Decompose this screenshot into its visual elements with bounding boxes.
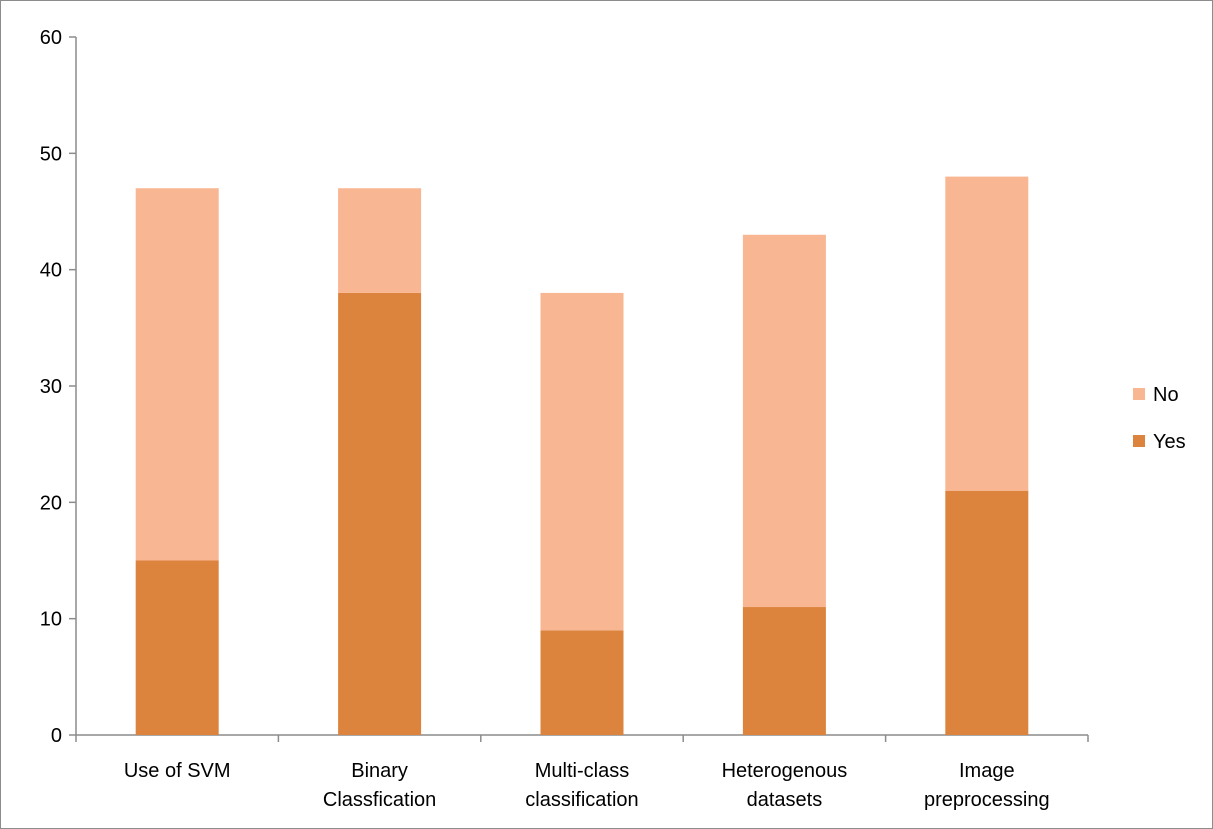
bar-yes-4 (945, 490, 1029, 735)
x-category-label: Binary (351, 760, 408, 782)
y-tick-label: 50 (40, 143, 62, 165)
bar-yes-0 (135, 560, 219, 735)
legend-swatch-yes (1133, 435, 1145, 447)
y-tick-label: 40 (40, 260, 62, 282)
bar-no-2 (540, 292, 624, 631)
y-axis: 0 10 20 30 40 50 60 (40, 27, 77, 747)
x-category-label: Use of SVM (124, 760, 231, 782)
y-tick-label: 60 (40, 27, 62, 49)
y-tick-label: 0 (51, 725, 62, 747)
y-tick-label: 20 (40, 492, 62, 514)
y-tick-label: 30 (40, 376, 62, 398)
legend-swatch-no (1133, 388, 1145, 400)
x-category-label: classification (525, 789, 638, 811)
x-category-label: Heterogenous (722, 760, 848, 782)
bar-no-0 (135, 188, 219, 561)
x-category-label: Classfication (323, 789, 436, 811)
bars (135, 176, 1029, 735)
x-category-label: datasets (747, 789, 823, 811)
x-axis: Use of SVM Binary Classfication Multi-class… (75, 734, 1089, 811)
bar-no-1 (338, 188, 422, 293)
x-category-label: Image (959, 760, 1015, 782)
legend-label-yes: Yes (1153, 431, 1186, 453)
bar-yes-2 (540, 630, 624, 735)
bar-yes-1 (338, 292, 422, 735)
bar-yes-3 (742, 607, 826, 735)
y-tick-label: 10 (40, 609, 62, 631)
legend-label-no: No (1153, 384, 1179, 406)
bar-no-4 (945, 176, 1029, 491)
bar-no-3 (742, 234, 826, 608)
x-category-label: preprocessing (924, 789, 1050, 811)
x-category-label: Multi-class (535, 760, 629, 782)
legend: No Yes (1133, 384, 1186, 453)
